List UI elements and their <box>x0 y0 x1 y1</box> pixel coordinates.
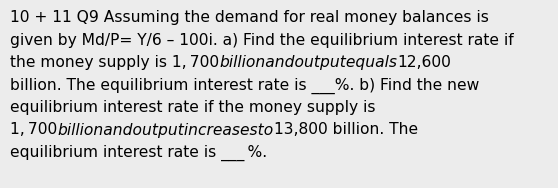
Text: billion. The equilibrium interest rate is ___%. b) Find the new: billion. The equilibrium interest rate i… <box>10 77 479 94</box>
Text: given by Md/P= Y/6 – 100i. a) Find the equilibrium interest rate if: given by Md/P= Y/6 – 100i. a) Find the e… <box>10 33 514 48</box>
Text: equilibrium interest rate is ___ %.: equilibrium interest rate is ___ %. <box>10 145 267 161</box>
Text: billionandoutputincreasesto: billionandoutputincreasesto <box>57 123 273 137</box>
Text: 10 + 11 Q9 Assuming the demand for real money balances is: 10 + 11 Q9 Assuming the demand for real … <box>10 10 489 25</box>
Text: 12,600: 12,600 <box>397 55 451 70</box>
Text: the money supply is 1, 700: the money supply is 1, 700 <box>10 55 219 70</box>
Text: equilibrium interest rate if the money supply is: equilibrium interest rate if the money s… <box>10 100 376 115</box>
Text: 13,800 billion. The: 13,800 billion. The <box>273 123 417 137</box>
Text: billionandoutputequals: billionandoutputequals <box>219 55 397 70</box>
Text: 1, 700: 1, 700 <box>10 123 57 137</box>
